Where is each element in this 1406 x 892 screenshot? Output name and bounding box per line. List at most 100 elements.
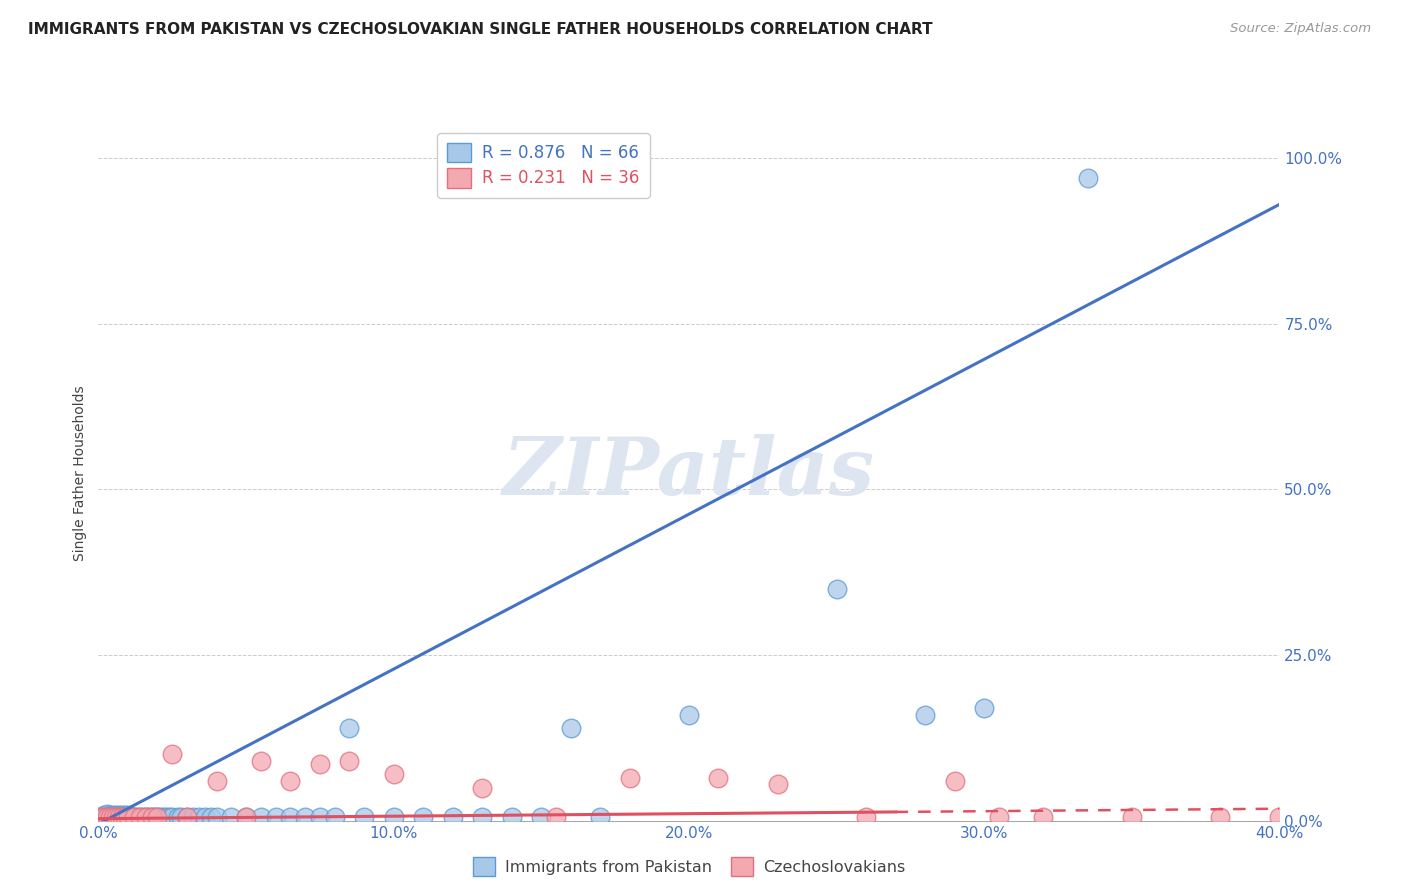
Point xyxy=(98,810,121,824)
Point xyxy=(235,810,257,824)
Point xyxy=(105,808,128,822)
Point xyxy=(264,810,287,824)
Point xyxy=(108,808,131,822)
Point xyxy=(766,777,789,791)
Point xyxy=(96,809,118,823)
Point xyxy=(111,810,134,824)
Point xyxy=(250,754,273,768)
Point xyxy=(382,767,405,781)
Point xyxy=(707,771,730,785)
Point xyxy=(337,754,360,768)
Point xyxy=(825,582,848,596)
Point xyxy=(1121,810,1143,824)
Point xyxy=(176,810,198,824)
Point xyxy=(278,810,302,824)
Point xyxy=(111,808,134,822)
Point xyxy=(93,808,115,822)
Point xyxy=(589,810,612,824)
Point xyxy=(149,810,172,824)
Point xyxy=(1268,810,1291,824)
Point xyxy=(152,810,174,824)
Point xyxy=(146,810,169,824)
Point xyxy=(619,771,641,785)
Point xyxy=(194,810,217,824)
Point xyxy=(135,810,157,824)
Point xyxy=(157,810,180,824)
Point xyxy=(96,810,118,824)
Point xyxy=(132,810,155,824)
Point xyxy=(170,810,193,824)
Point xyxy=(117,810,139,824)
Point xyxy=(90,810,112,824)
Point xyxy=(120,810,142,824)
Point xyxy=(108,810,131,824)
Point xyxy=(176,810,198,824)
Legend: Immigrants from Pakistan, Czechoslovakians: Immigrants from Pakistan, Czechoslovakia… xyxy=(467,851,911,882)
Point xyxy=(141,810,163,824)
Point xyxy=(96,810,118,824)
Point xyxy=(146,810,169,824)
Point xyxy=(560,721,582,735)
Point xyxy=(103,810,125,824)
Point xyxy=(205,810,228,824)
Point xyxy=(96,807,118,822)
Point xyxy=(162,810,183,824)
Point xyxy=(114,808,136,822)
Point xyxy=(205,773,228,788)
Point xyxy=(105,810,128,824)
Point xyxy=(117,810,139,824)
Point xyxy=(501,810,523,824)
Point xyxy=(353,810,375,824)
Point xyxy=(530,810,553,824)
Point xyxy=(114,810,136,824)
Point xyxy=(943,773,966,788)
Point xyxy=(138,810,160,824)
Text: IMMIGRANTS FROM PAKISTAN VS CZECHOSLOVAKIAN SINGLE FATHER HOUSEHOLDS CORRELATION: IMMIGRANTS FROM PAKISTAN VS CZECHOSLOVAK… xyxy=(28,22,932,37)
Point xyxy=(471,810,494,824)
Point xyxy=(544,810,567,824)
Point xyxy=(117,808,139,822)
Point xyxy=(678,707,700,722)
Point xyxy=(98,810,121,824)
Point xyxy=(111,810,134,824)
Point xyxy=(143,810,166,824)
Point xyxy=(855,810,877,824)
Y-axis label: Single Father Households: Single Father Households xyxy=(73,385,87,560)
Point xyxy=(250,810,273,824)
Point xyxy=(103,808,125,822)
Point xyxy=(93,810,115,824)
Point xyxy=(1209,810,1232,824)
Point xyxy=(105,810,128,824)
Point xyxy=(108,810,131,824)
Point xyxy=(98,808,121,822)
Point xyxy=(219,810,242,824)
Point xyxy=(1077,170,1099,185)
Point xyxy=(309,810,332,824)
Point xyxy=(162,747,183,762)
Point xyxy=(125,810,148,824)
Point xyxy=(235,810,257,824)
Point xyxy=(323,810,346,824)
Point xyxy=(155,810,177,824)
Point xyxy=(973,701,995,715)
Point xyxy=(187,810,209,824)
Point xyxy=(114,810,136,824)
Point xyxy=(128,810,150,824)
Point xyxy=(1032,810,1054,824)
Point xyxy=(309,757,332,772)
Text: ZIPatlas: ZIPatlas xyxy=(503,434,875,511)
Point xyxy=(181,810,204,824)
Point xyxy=(382,810,405,824)
Point xyxy=(987,810,1010,824)
Point xyxy=(167,810,190,824)
Point xyxy=(90,810,112,824)
Text: Source: ZipAtlas.com: Source: ZipAtlas.com xyxy=(1230,22,1371,36)
Point xyxy=(135,810,157,824)
Point xyxy=(441,810,464,824)
Point xyxy=(914,707,936,722)
Point xyxy=(93,810,115,824)
Point xyxy=(141,810,163,824)
Point xyxy=(471,780,494,795)
Point xyxy=(278,773,302,788)
Point xyxy=(412,810,434,824)
